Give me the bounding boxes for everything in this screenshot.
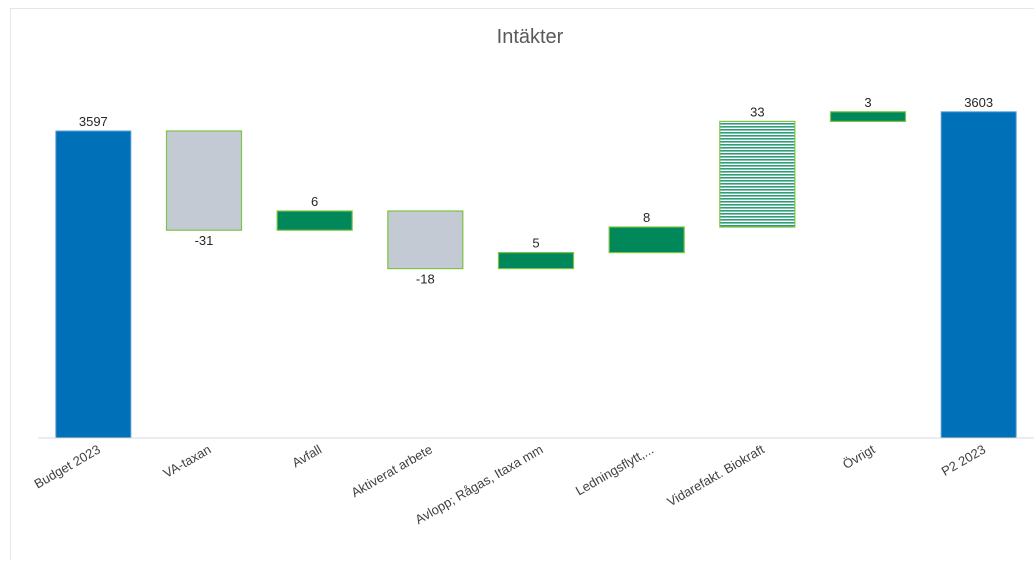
data-label: 3597: [79, 114, 108, 129]
bar-vidarefakt-biokraft: [719, 120, 796, 228]
bar-aktiverat-arbete: [387, 210, 464, 270]
x-tick-label: Ledningsflytt,...: [573, 442, 656, 499]
chart-frame: [10, 8, 1034, 560]
bars-group: [55, 111, 1017, 439]
x-tick-label: Budget 2023: [31, 442, 102, 492]
data-label: -18: [416, 272, 435, 287]
x-tick-label: Aktiverat arbete: [348, 442, 434, 501]
x-tick-labels-group: Budget 2023 VA-taxan Avfall Aktiverat arbet…: [31, 441, 988, 527]
data-label: 8: [643, 210, 650, 225]
data-label: -31: [195, 233, 214, 248]
bar-p2-2023: [940, 111, 1017, 439]
x-tick-label: Avfall: [289, 442, 324, 471]
bar-avlopp-rågas-itaxa-mm: [497, 252, 575, 270]
data-label: 5: [532, 236, 539, 251]
x-tick-label: VA-taxan: [161, 442, 214, 481]
data-label: 3: [864, 95, 871, 110]
data-label: 33: [750, 104, 764, 119]
x-tick-label: Övrigt: [840, 441, 878, 472]
chart-title: Intäkter: [497, 26, 564, 48]
data-label: 6: [311, 194, 318, 209]
x-tick-label: Vidarefakt. Biokraft: [664, 441, 767, 509]
data-label: 3603: [964, 95, 993, 110]
bar-budget-2023: [55, 130, 132, 439]
x-tick-label: P2 2023: [939, 442, 988, 479]
bar-avfall: [276, 210, 353, 231]
bar-övrigt: [829, 111, 907, 123]
bar-va-taxan: [165, 130, 243, 231]
bar-ledningsflytt: [608, 226, 685, 254]
